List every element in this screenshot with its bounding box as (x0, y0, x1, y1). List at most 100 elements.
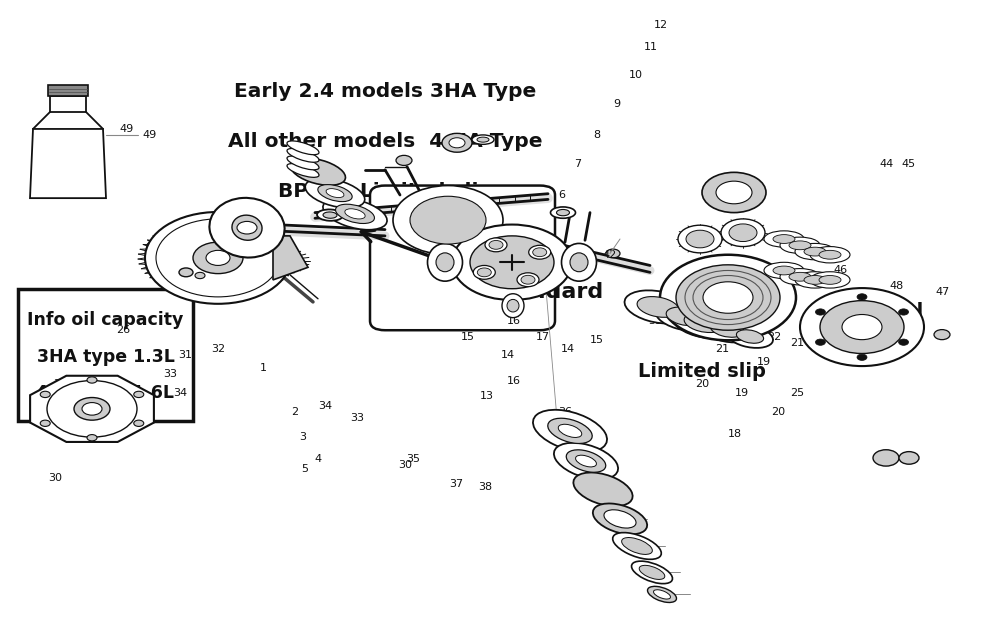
Ellipse shape (576, 455, 596, 467)
Text: 41: 41 (719, 272, 733, 282)
Ellipse shape (789, 241, 811, 250)
Circle shape (533, 248, 547, 257)
Text: 1: 1 (260, 363, 266, 373)
Ellipse shape (336, 204, 374, 223)
Ellipse shape (810, 247, 850, 263)
Ellipse shape (345, 209, 365, 219)
Text: 13: 13 (480, 391, 494, 401)
Text: 11: 11 (644, 42, 658, 52)
Ellipse shape (318, 184, 352, 202)
Ellipse shape (710, 321, 744, 337)
Ellipse shape (637, 297, 679, 317)
Ellipse shape (317, 209, 343, 221)
Circle shape (702, 172, 766, 213)
Ellipse shape (764, 231, 804, 247)
Ellipse shape (789, 272, 811, 281)
Ellipse shape (684, 313, 724, 333)
Ellipse shape (780, 237, 820, 253)
Text: 31: 31 (178, 350, 192, 360)
Text: 24: 24 (856, 331, 870, 342)
Text: 30: 30 (48, 473, 62, 483)
Ellipse shape (305, 179, 365, 208)
Bar (48, 85, 88, 96)
Ellipse shape (613, 533, 661, 559)
Text: Standard: Standard (488, 282, 603, 303)
Circle shape (606, 249, 620, 258)
Ellipse shape (773, 235, 795, 243)
Ellipse shape (795, 272, 835, 288)
Ellipse shape (502, 294, 524, 318)
Text: 27: 27 (51, 401, 65, 411)
Polygon shape (273, 236, 308, 280)
Ellipse shape (810, 272, 850, 288)
Text: 20: 20 (771, 407, 785, 417)
Ellipse shape (436, 253, 454, 272)
Text: 49: 49 (143, 130, 157, 140)
Ellipse shape (287, 156, 319, 170)
Ellipse shape (666, 307, 704, 326)
Text: Oil seal: Oil seal (842, 302, 923, 321)
Ellipse shape (533, 410, 607, 452)
Text: 39: 39 (648, 316, 662, 326)
Circle shape (899, 339, 909, 345)
Ellipse shape (622, 538, 652, 554)
Circle shape (521, 276, 535, 284)
Ellipse shape (550, 207, 576, 218)
Text: 10: 10 (629, 70, 643, 81)
Circle shape (452, 225, 572, 300)
Text: 32: 32 (211, 344, 225, 354)
Text: Early 2.4 models 3HA Type: Early 2.4 models 3HA Type (234, 82, 536, 101)
Ellipse shape (566, 450, 606, 472)
Circle shape (473, 265, 495, 279)
Circle shape (729, 224, 757, 242)
Circle shape (87, 435, 97, 441)
Text: All other models  4 HA Type: All other models 4 HA Type (228, 132, 542, 151)
Text: 25: 25 (790, 388, 804, 398)
Circle shape (179, 268, 193, 277)
Circle shape (899, 452, 919, 464)
Ellipse shape (653, 590, 671, 599)
Circle shape (393, 186, 503, 255)
Text: 20: 20 (695, 379, 709, 389)
FancyBboxPatch shape (370, 186, 555, 330)
Text: Limited slip: Limited slip (638, 362, 766, 381)
Circle shape (842, 314, 882, 340)
Ellipse shape (287, 148, 319, 162)
Circle shape (678, 225, 722, 253)
Circle shape (40, 420, 50, 426)
Circle shape (800, 288, 924, 366)
Text: 21: 21 (715, 344, 729, 354)
Circle shape (82, 403, 102, 415)
Ellipse shape (287, 141, 319, 155)
Ellipse shape (548, 418, 592, 443)
Ellipse shape (764, 262, 804, 279)
Ellipse shape (573, 472, 633, 506)
Text: 50: 50 (676, 281, 690, 291)
Ellipse shape (780, 269, 820, 285)
Text: 43: 43 (767, 297, 781, 307)
Circle shape (442, 133, 472, 152)
Text: 5: 5 (302, 464, 308, 474)
Text: 14: 14 (561, 344, 575, 354)
Circle shape (134, 420, 144, 426)
Circle shape (517, 273, 539, 287)
Circle shape (899, 309, 909, 315)
Circle shape (485, 238, 507, 252)
Circle shape (477, 268, 491, 277)
Text: 37: 37 (449, 479, 463, 489)
Text: TRANS
MISSION: TRANS MISSION (51, 130, 85, 143)
Ellipse shape (287, 164, 319, 177)
Text: 8: 8 (593, 130, 601, 140)
Text: 45: 45 (902, 159, 916, 169)
Circle shape (87, 377, 97, 383)
Circle shape (885, 331, 909, 346)
Circle shape (470, 236, 554, 289)
Circle shape (676, 265, 780, 330)
Ellipse shape (507, 299, 519, 312)
Text: Info oil capacity: Info oil capacity (27, 311, 184, 330)
Ellipse shape (163, 231, 193, 241)
Text: 33: 33 (350, 413, 364, 423)
Circle shape (156, 219, 280, 297)
Text: 3: 3 (300, 432, 306, 442)
Ellipse shape (727, 325, 773, 348)
